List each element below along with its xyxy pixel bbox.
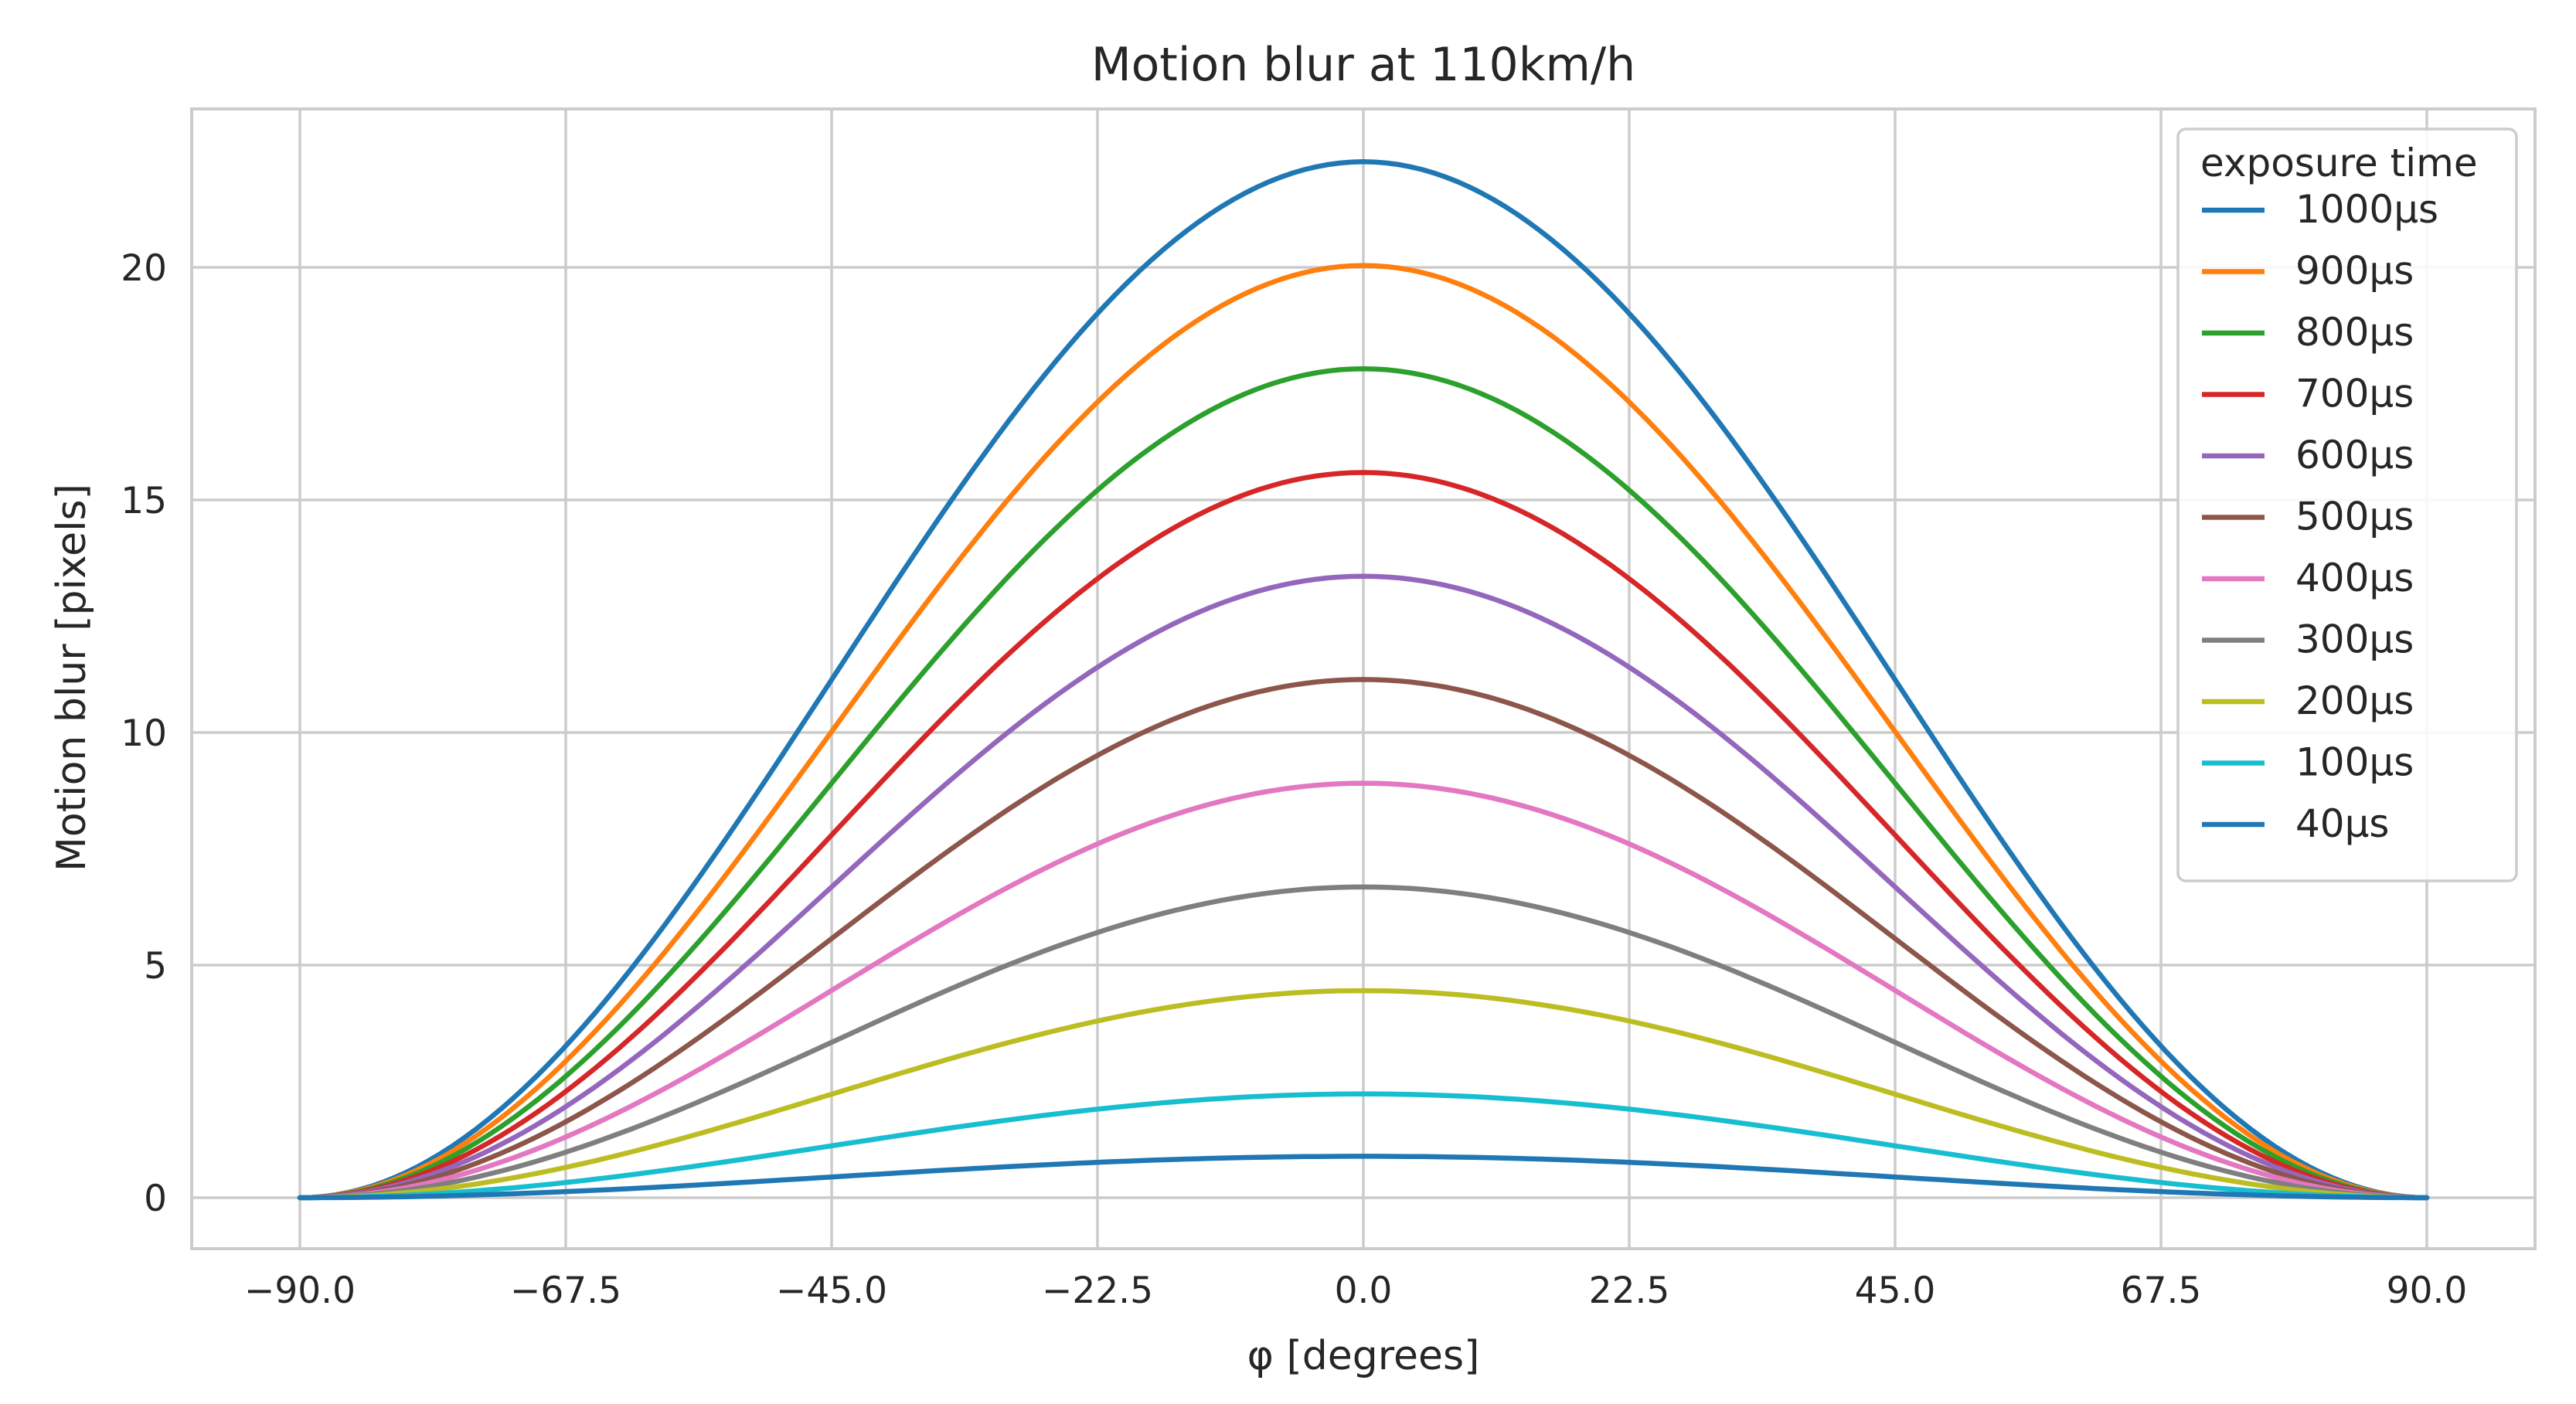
series-line-900μs [297, 263, 2430, 1201]
series-line-200μs [297, 988, 2430, 1201]
legend-label: 500μs [2295, 495, 2414, 539]
x-tick-label: 0.0 [1335, 1270, 1393, 1312]
x-tick-label: −45.0 [776, 1270, 887, 1312]
series-line-300μs [297, 884, 2430, 1201]
tick-label-layer: −90.0 −67.5 −45.0 −22.5 0.0 22.5 45.0 67.5 90.0 0… [121, 247, 2467, 1312]
x-tick-label: 22.5 [1589, 1270, 1670, 1312]
x-tick-label: −90.0 [244, 1270, 356, 1312]
x-tick-label: 90.0 [2387, 1270, 2468, 1312]
legend-label: 900μs [2295, 249, 2414, 294]
x-tick-label: −22.5 [1042, 1270, 1153, 1312]
series-line-700μs [297, 470, 2430, 1201]
series-layer [297, 159, 2430, 1201]
legend-label: 800μs [2295, 310, 2414, 355]
legend-label: 700μs [2295, 372, 2414, 416]
y-tick-label: 10 [121, 712, 167, 755]
legend-label: 300μs [2295, 617, 2414, 662]
y-axis-label: Motion blur [pixels] [49, 484, 95, 872]
legend-items: 1000μs 900μs 800μs 700μs 600μs 500μs 400μs 300μ… [2202, 187, 2438, 846]
legend: exposure time 1000μs 900μs 800μs 700μs 600μs… [2176, 127, 2518, 882]
legend-title: exposure time [2200, 141, 2478, 185]
y-tick-label: 0 [144, 1178, 167, 1220]
legend-label: 100μs [2295, 740, 2414, 785]
x-tick-label: 67.5 [2121, 1270, 2202, 1312]
legend-label: 400μs [2295, 556, 2414, 600]
x-axis-label: φ [degrees] [1247, 1333, 1480, 1379]
plot-frame [190, 107, 2537, 1250]
series-line-500μs [297, 677, 2430, 1201]
series-line-1000μs [297, 159, 2430, 1201]
series-line-600μs [297, 573, 2430, 1201]
y-tick-label: 20 [121, 247, 167, 290]
legend-box [2176, 127, 2518, 882]
x-tick-label: −67.5 [510, 1270, 621, 1312]
legend-label: 40μs [2295, 801, 2389, 846]
series-line-100μs [297, 1091, 2430, 1201]
y-tick-label: 15 [121, 480, 167, 522]
series-line-400μs [297, 780, 2430, 1201]
x-tick-label: 45.0 [1855, 1270, 1936, 1312]
y-tick-label: 5 [144, 945, 167, 988]
legend-label: 200μs [2295, 678, 2414, 723]
legend-label: 1000μs [2295, 187, 2438, 232]
series-line-800μs [297, 365, 2430, 1201]
series-line-40μs [297, 1154, 2430, 1201]
legend-label: 600μs [2295, 433, 2414, 478]
chart-title: Motion blur at 110km/h [1091, 38, 1635, 92]
